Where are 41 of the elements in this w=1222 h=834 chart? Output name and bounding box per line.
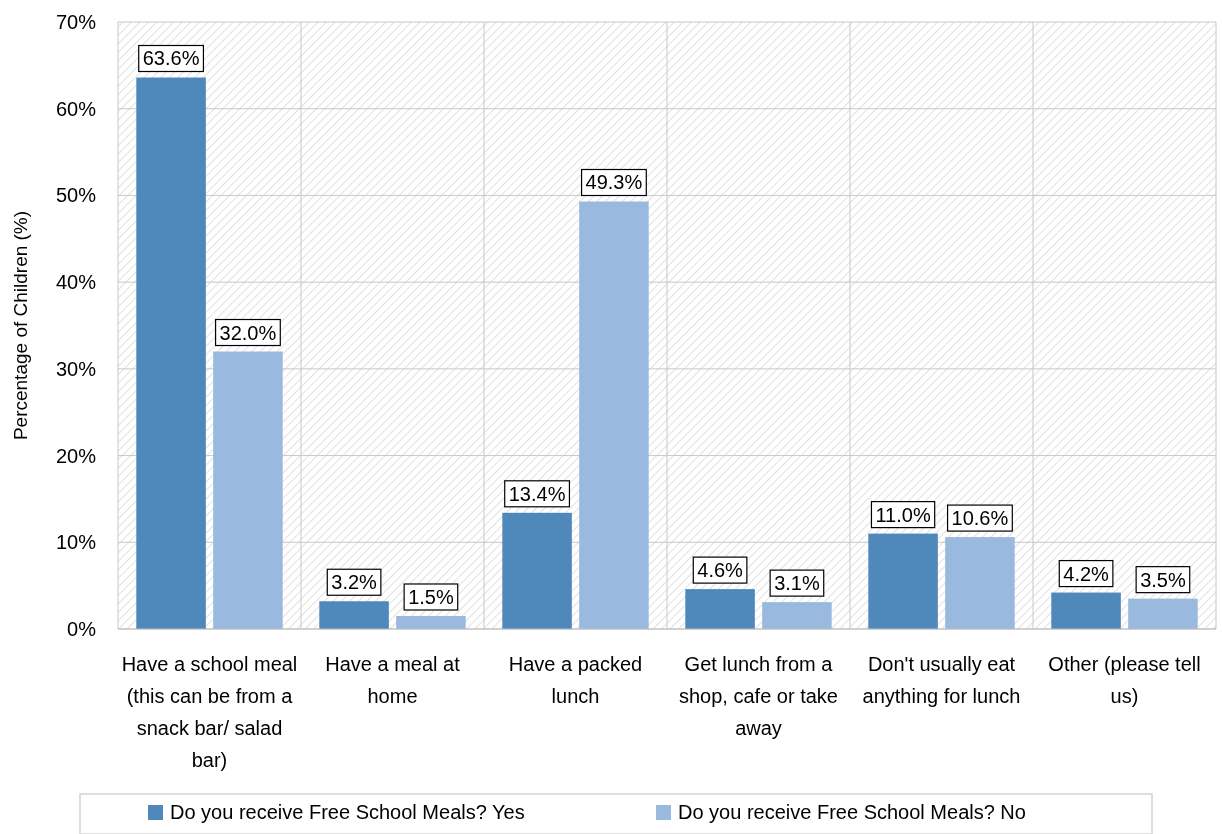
x-tick-label: Have a packed lunch (508, 653, 643, 707)
data-label: 32.0% (219, 321, 277, 344)
data-label: 3.1% (774, 572, 820, 595)
y-tick-label: 0% (67, 618, 97, 640)
bar (502, 512, 572, 629)
bar (213, 351, 283, 629)
data-label: 4.6% (697, 559, 744, 582)
bar (136, 77, 206, 629)
data-label: 3.2% (331, 571, 378, 594)
legend-label: Do you receive Free School Meals? Yes (170, 801, 525, 823)
data-label: 1.5% (408, 585, 454, 608)
bar (579, 201, 649, 629)
data-label: 49.3% (585, 171, 643, 194)
bar (319, 601, 389, 629)
data-label: 11.0% (875, 503, 931, 526)
x-tick-label: Get lunch from a shop, cafe or take away (679, 653, 838, 739)
y-tick-label: 40% (55, 271, 97, 294)
x-tick-label: Have a school meal (this can be from a snack bar/ salad bar) (121, 653, 298, 771)
y-tick-label: 50% (55, 184, 97, 207)
y-tick-label: 60% (55, 97, 97, 120)
x-tick-label: Have a meal at home (325, 653, 461, 707)
bar (685, 589, 755, 629)
bar (762, 602, 832, 629)
y-tick-label: 70% (55, 11, 97, 33)
y-axis-title: Percentage of Children (%) (10, 210, 31, 441)
bar (396, 615, 466, 629)
bar (945, 537, 1015, 629)
data-label: 63.6% (142, 47, 200, 70)
data-label: 4.2% (1063, 562, 1110, 585)
y-tick-label: 30% (55, 357, 97, 380)
y-tick-label: 20% (55, 444, 97, 467)
data-label: 3.5% (1140, 568, 1186, 591)
data-label: 10.6% (951, 507, 1009, 530)
y-tick-label: 10% (55, 531, 97, 554)
legend-label: Do you receive Free School Meals? No (678, 801, 1026, 823)
bar (1051, 592, 1121, 629)
data-label: 13.4% (508, 482, 566, 505)
x-tick-label: Don't usually eat anything for lunch (862, 653, 1021, 707)
bar (1128, 598, 1198, 629)
bar (868, 533, 938, 629)
x-tick-label: Other (please tell us) (1048, 653, 1201, 707)
